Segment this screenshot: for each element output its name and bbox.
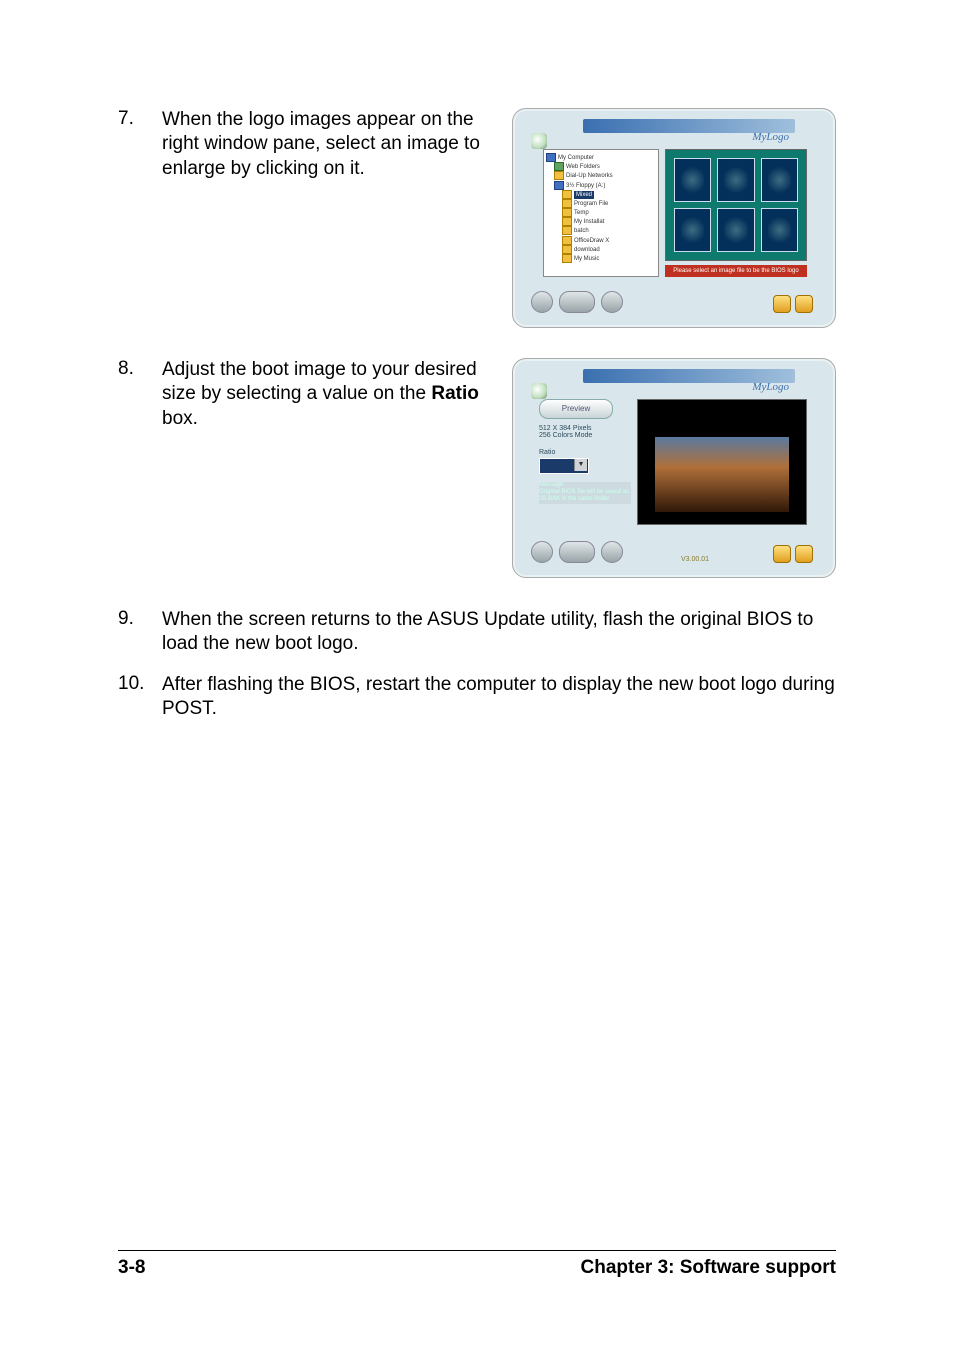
preview-button[interactable]: Preview	[539, 399, 613, 419]
mylogo-brand: MyLogo	[752, 381, 789, 393]
folder-tree[interactable]: My Computer Web Folders Dial-Up Networks…	[543, 149, 659, 277]
screenshot-select-image: MyLogo My Computer Web Folders Dial-Up N…	[512, 108, 836, 328]
next-button[interactable]	[559, 541, 595, 563]
resolution-label: 512 X 384 Pixels	[539, 425, 631, 432]
help-button[interactable]	[601, 291, 623, 313]
minimize-icon[interactable]	[773, 545, 791, 563]
thumbnail[interactable]	[717, 158, 754, 202]
version-label: V3.00.01	[681, 556, 709, 563]
mylogo-brand: MyLogo	[752, 131, 789, 143]
ratio-keyword: Ratio	[431, 383, 479, 404]
step-number: 8.	[118, 358, 162, 380]
thumbnail[interactable]	[717, 208, 754, 252]
color-mode-label: 256 Colors Mode	[539, 432, 631, 439]
ratio-select[interactable]	[539, 458, 589, 474]
thumbnail[interactable]	[674, 208, 711, 252]
app-icon	[531, 383, 547, 399]
step-number: 10.	[118, 673, 162, 695]
back-button[interactable]	[531, 541, 553, 563]
step-text: When the screen returns to the ASUS Upda…	[162, 608, 836, 657]
back-button[interactable]	[531, 291, 553, 313]
step-number: 9.	[118, 608, 162, 630]
status-bar: Please select an image file to be the BI…	[665, 265, 807, 277]
ratio-label: Ratio	[539, 449, 631, 456]
next-button[interactable]	[559, 291, 595, 313]
screenshot-ratio: MyLogo Preview 512 X 384 Pixels 256 Colo…	[512, 358, 836, 578]
step-text: After flashing the BIOS, restart the com…	[162, 673, 836, 722]
help-button[interactable]	[601, 541, 623, 563]
step-text: Adjust the boot image to your desired si…	[162, 358, 488, 431]
thumbnail[interactable]	[761, 158, 798, 202]
chapter-title: Chapter 3: Software support	[581, 1257, 836, 1279]
preview-area	[637, 399, 807, 525]
app-icon	[531, 133, 547, 149]
minimize-icon[interactable]	[773, 295, 791, 313]
thumbnail[interactable]	[761, 208, 798, 252]
step-number: 7.	[118, 108, 162, 130]
step-text: When the logo images appear on the right…	[162, 108, 488, 181]
image-thumbnails[interactable]	[665, 149, 807, 261]
close-icon[interactable]	[795, 295, 813, 313]
thumbnail[interactable]	[674, 158, 711, 202]
message-text: Message Original BIOS file will be saved…	[539, 482, 631, 504]
page-number: 3-8	[118, 1257, 145, 1279]
close-icon[interactable]	[795, 545, 813, 563]
